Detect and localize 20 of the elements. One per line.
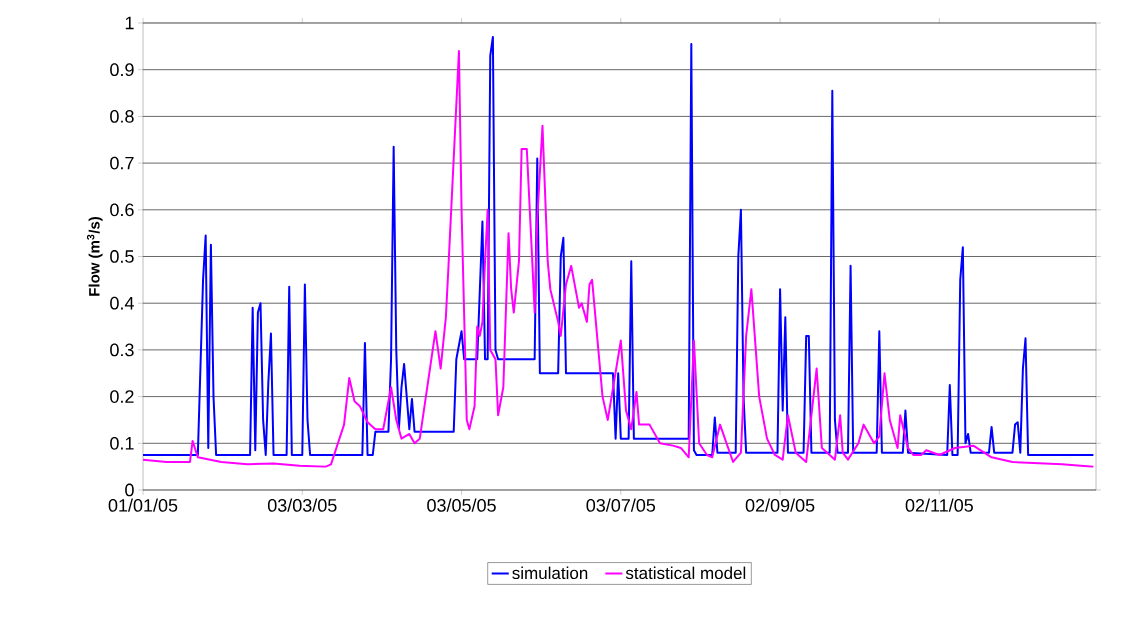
x-tick-label: 02/11/05 xyxy=(905,498,973,512)
y-tick-label: 0.9 xyxy=(110,63,134,77)
x-tick-label: 01/01/05 xyxy=(108,498,178,512)
y-tick-label: 0 xyxy=(125,483,134,497)
y-tick-label: 0.6 xyxy=(110,203,134,217)
y-tick-label: 0.1 xyxy=(110,436,134,450)
x-tick-label: 03/07/05 xyxy=(586,498,656,512)
y-tick-label: 0.2 xyxy=(110,390,134,403)
y-tick-label: 0.4 xyxy=(110,296,134,310)
y-axis-title: Flow (m$^{3}$/s) xyxy=(86,216,103,296)
y-tick-label: 0.7 xyxy=(110,156,134,170)
legend-label: simulation xyxy=(512,566,588,580)
y-tick-label: 0.5 xyxy=(110,250,134,263)
y-tick-label: 0.3 xyxy=(110,343,134,357)
x-tick-label: 03/03/05 xyxy=(267,498,337,512)
legend-label: statistical model xyxy=(625,566,746,580)
x-tick-label: 02/09/05 xyxy=(745,498,815,512)
y-tick-label: 0.8 xyxy=(110,110,134,123)
y-tick-label: 1 xyxy=(125,16,134,30)
x-tick-label: 03/05/05 xyxy=(427,498,496,512)
